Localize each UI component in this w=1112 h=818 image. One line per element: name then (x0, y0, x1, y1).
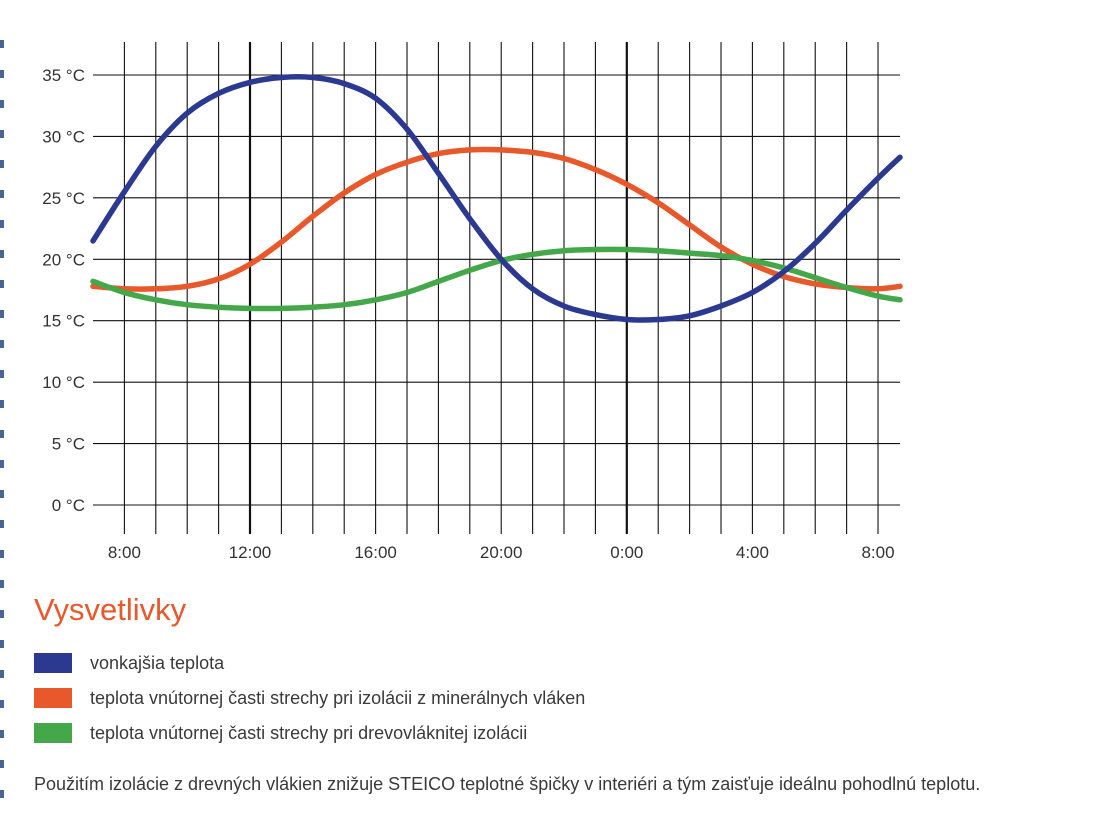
x-tick-label: 8:00 (108, 543, 141, 562)
y-tick-label: 0 °C (52, 496, 85, 515)
y-tick-label: 25 °C (42, 189, 85, 208)
legend-item-outdoor: vonkajšia teplota (34, 652, 585, 674)
chart-grid (93, 42, 900, 534)
y-tick-label: 30 °C (42, 127, 85, 146)
legend-swatch-mineral (34, 688, 72, 708)
left-edge-artifact (0, 40, 4, 810)
x-tick-label: 20:00 (480, 543, 523, 562)
x-tick-label: 16:00 (354, 543, 397, 562)
chart-series (90, 74, 903, 323)
y-tick-label: 15 °C (42, 312, 85, 331)
x-tick-label: 0:00 (610, 543, 643, 562)
y-tick-label: 10 °C (42, 373, 85, 392)
legend-swatch-wood-fiber (34, 723, 72, 743)
legend-label-wood-fiber: teplota vnútornej časti strechy pri drev… (90, 722, 528, 743)
temperature-chart: 0 °C 5 °C 10 °C 15 °C 20 °C 25 °C 30 °C 35 °C 8… (42, 42, 903, 562)
x-tick-label: 8:00 (861, 543, 894, 562)
legend-item-mineral: teplota vnútornej časti strechy pri izol… (34, 687, 585, 709)
series-line-mineral (90, 146, 903, 292)
x-tick-label: 12:00 (229, 543, 272, 562)
footnote: Použitím izolácie z drevných vlákien zni… (34, 774, 981, 794)
legend-item-wood-fiber: teplota vnútornej časti strechy pri drev… (34, 722, 585, 744)
legend: vonkajšia teplota teplota vnútornej čast… (34, 652, 585, 757)
x-tick-label: 4:00 (736, 543, 769, 562)
y-axis-ticks: 0 °C 5 °C 10 °C 15 °C 20 °C 25 °C 30 °C 35 °C (42, 66, 85, 515)
legend-label-mineral: teplota vnútornej časti strechy pri izol… (90, 687, 586, 708)
x-axis-ticks: 8:00 12:00 16:00 20:00 0:00 4:00 8:00 (108, 543, 895, 562)
y-tick-label: 20 °C (42, 250, 85, 269)
series-line-outdoor (90, 74, 903, 323)
legend-title: Vysvetlivky (34, 592, 187, 627)
y-tick-label: 5 °C (52, 435, 85, 454)
legend-label-outdoor: vonkajšia teplota (90, 652, 225, 673)
legend-swatch-outdoor (34, 653, 72, 673)
y-tick-label: 35 °C (42, 66, 85, 85)
